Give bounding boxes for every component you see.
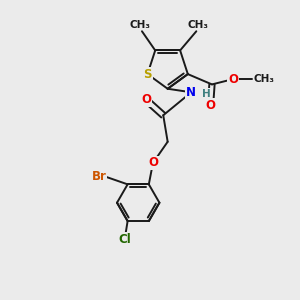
Text: H: H (202, 89, 210, 99)
Text: Cl: Cl (118, 233, 131, 246)
Text: O: O (206, 99, 215, 112)
Text: S: S (143, 68, 152, 81)
Text: O: O (148, 157, 158, 169)
Text: O: O (141, 93, 151, 106)
Text: Br: Br (92, 170, 106, 184)
Text: CH₃: CH₃ (254, 74, 275, 84)
Text: O: O (228, 73, 238, 85)
Text: CH₃: CH₃ (187, 20, 208, 30)
Text: N: N (186, 86, 196, 99)
Text: CH₃: CH₃ (130, 20, 151, 30)
